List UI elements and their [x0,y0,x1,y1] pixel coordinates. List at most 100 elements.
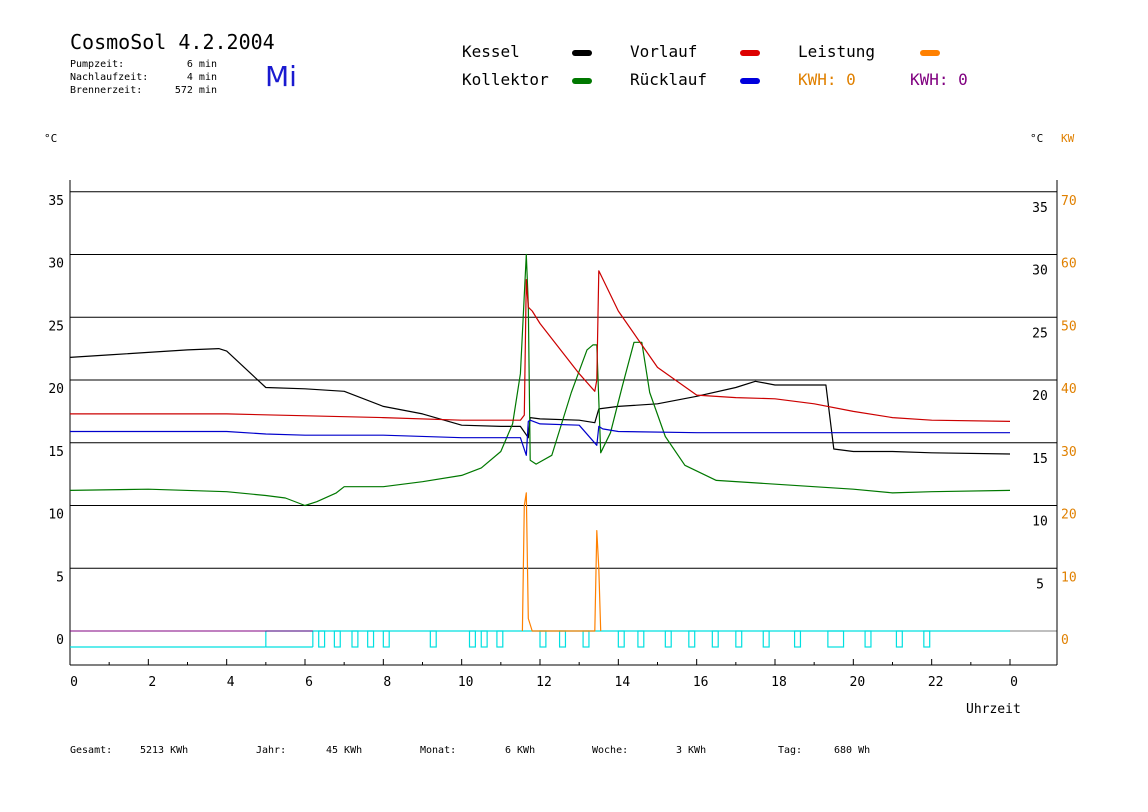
y-right-kw-tick-label: 30 [1061,445,1077,460]
x-tick-label: 10 [458,675,474,690]
right-kw-unit-label: KW [1061,132,1075,145]
y-right-tick-label: 35 [1032,201,1048,216]
legend-kollektor: Kollektor [462,70,549,89]
x-tick-label: 0 [1010,675,1018,690]
series-line-leistung [521,492,602,632]
legend-kwh-purple: KWH: 0 [910,70,968,89]
pump-pulse [827,630,845,648]
legend-vorlauf-swatch [740,50,760,56]
pump-pulse [351,630,359,648]
tag-value: 680 Wh [834,745,871,756]
pump-pulse [664,630,672,648]
tag-label: Tag: [778,745,803,756]
y-left-tick-label: 15 [48,445,64,460]
y-right-kw-tick-label: 70 [1061,194,1077,209]
pump-pulse [468,630,476,648]
pump-pulse [864,630,872,648]
y-right-tick-label: 15 [1032,452,1048,467]
y-right-tick-label: 10 [1032,515,1048,530]
pump-pulse [895,630,903,648]
woche-label: Woche: [592,745,629,756]
pump-pulse [382,630,390,648]
brenner-value: 572 min [174,85,217,96]
y-left-tick-label: 5 [56,570,64,585]
y-right-kw-tick-label: 20 [1061,508,1077,523]
gesamt-value: 5213 KWh [140,745,189,756]
x-tick-label: 8 [383,675,391,690]
y-right-kw-tick-label: 40 [1061,382,1077,397]
pump-pulse [333,630,341,648]
weekday-label: Mi [265,60,297,93]
x-tick-label: 18 [771,675,787,690]
series-line-ruecklauf [70,419,1010,456]
series-lines [69,253,1011,632]
pump-pulse [558,630,567,648]
pump-pulse [367,630,375,648]
pump-indicator [70,630,1010,648]
series-line-kollektor [69,253,1011,507]
x-tick-label: 0 [70,675,78,690]
nachlauf-value: 4 min [186,72,217,83]
pump-pulse [480,630,488,648]
x-tick-label: 4 [227,675,235,690]
y-left-tick-label: 0 [56,633,64,648]
series-line-kessel [69,348,1011,455]
tick-labels: 0 2 4 6 8 10 12 14 16 18 20 22 0 0 5 10 15 20 25 30 35 5 10 15 2… [48,194,1076,690]
pump-pulse [688,630,696,648]
x-tick-label: 16 [693,675,709,690]
pump-pulse [429,630,437,648]
y-right-kw-tick-label: 10 [1061,570,1077,585]
legend-ruecklauf: Rücklauf [630,70,708,89]
pump-pulse [735,630,743,648]
pumpzeit-value: 6 min [186,59,217,70]
pumpzeit-label: Pumpzeit: [70,59,125,70]
brenner-label: Brennerzeit: [70,85,143,96]
legend-kessel-swatch [572,50,592,56]
x-tick-label: 2 [148,675,156,690]
x-tick-label: 20 [850,675,866,690]
x-tick-label: 12 [536,675,552,690]
series-line-vorlauf [70,270,1011,422]
x-axis-label: Uhrzeit [966,702,1021,717]
legend-kollektor-swatch [572,78,592,84]
x-tick-label: 22 [928,675,944,690]
x-tick-label: 14 [615,675,631,690]
x-tick-label: 6 [305,675,313,690]
y-right-tick-label: 25 [1032,326,1048,341]
legend-kessel: Kessel [462,42,520,61]
pump-pulse [762,630,770,648]
legend-leistung: Leistung [798,42,876,61]
y-left-tick-label: 10 [48,508,64,523]
legend-leistung-swatch [920,50,940,56]
right-unit-label: °C [1030,132,1044,145]
y-right-tick-label: 5 [1036,577,1044,592]
pump-pulse [711,630,719,648]
grid [69,180,1058,666]
pump-pulse [318,630,326,648]
left-unit-label: °C [44,132,58,145]
jahr-value: 45 KWh [326,745,363,756]
pump-pulse [539,630,547,648]
legend-vorlauf: Vorlauf [630,42,698,61]
nachlauf-label: Nachlaufzeit: [70,72,149,83]
y-left-tick-label: 20 [48,382,64,397]
y-left-tick-label: 35 [48,194,64,209]
pump-pulse [617,630,625,648]
y-right-tick-label: 30 [1032,264,1048,279]
woche-value: 3 KWh [676,745,707,756]
y-right-kw-tick-label: 0 [1061,633,1069,648]
gesamt-label: Gesamt: [70,745,113,756]
legend-kwh-orange: KWH: 0 [798,70,856,89]
pump-pulse [793,630,802,648]
pump-pulse [923,630,931,648]
pump-pulse [637,630,645,648]
pump-pulse [582,630,590,648]
monat-label: Monat: [420,745,457,756]
y-right-tick-label: 20 [1032,389,1048,404]
y-right-kw-tick-label: 60 [1061,257,1077,272]
jahr-label: Jahr: [256,745,287,756]
y-left-tick-label: 25 [48,319,64,334]
monat-value: 6 KWh [505,745,536,756]
pump-pulse [496,630,504,648]
